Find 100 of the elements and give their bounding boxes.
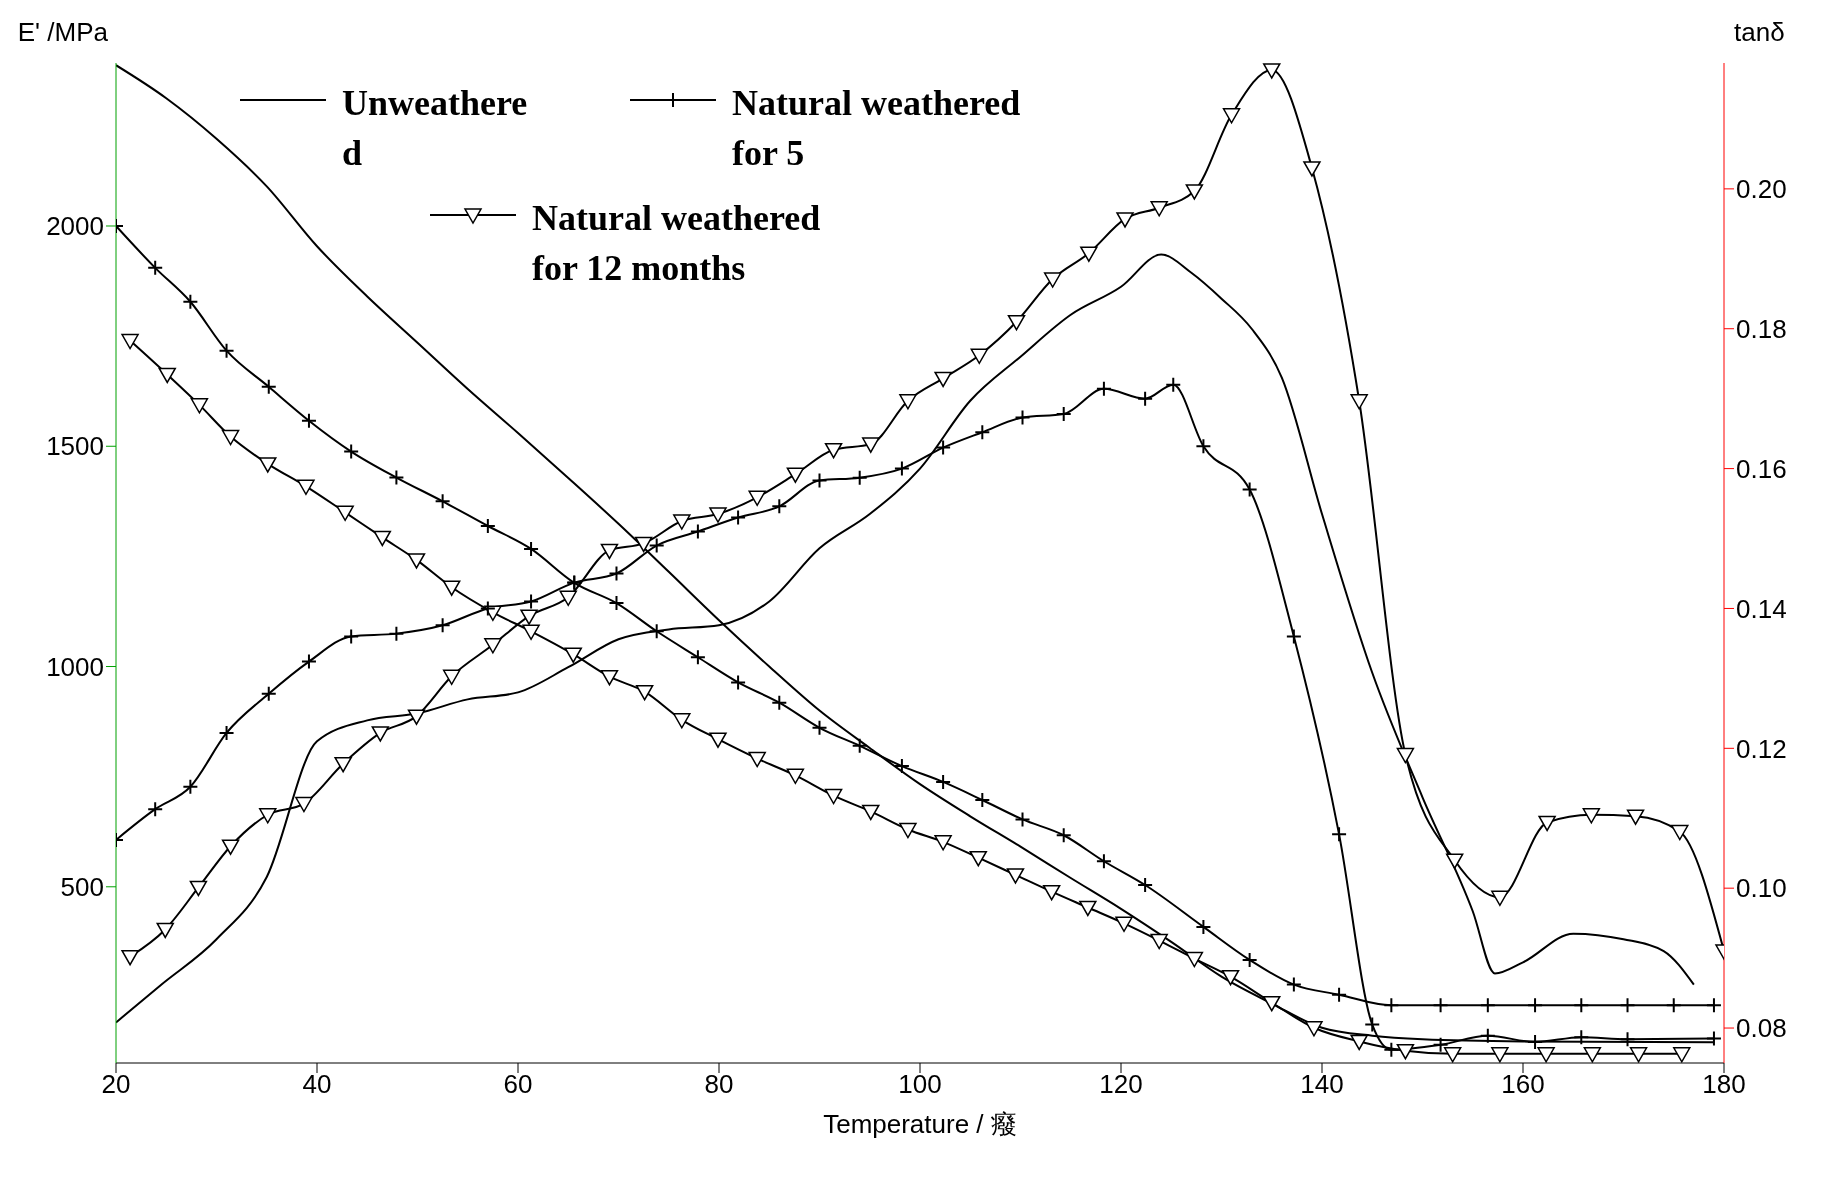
point	[811, 472, 828, 489]
point	[689, 649, 706, 666]
point	[1221, 969, 1240, 986]
x-tick-label: 60	[503, 1069, 533, 1100]
point	[1573, 997, 1590, 1014]
point	[334, 756, 352, 773]
point	[147, 801, 164, 818]
x-tick-label: 180	[1702, 1069, 1746, 1100]
point	[1538, 815, 1556, 832]
point	[648, 537, 665, 554]
point	[1583, 1047, 1602, 1063]
point	[974, 792, 991, 808]
point	[970, 348, 989, 365]
point	[295, 796, 313, 813]
y2-tick-label: 0.14	[1736, 593, 1787, 624]
point	[673, 713, 691, 729]
point	[1263, 63, 1281, 79]
legend-label: Unweathered	[342, 82, 529, 175]
point	[851, 737, 868, 754]
point	[1331, 986, 1348, 1003]
point	[974, 424, 991, 441]
point	[1619, 997, 1636, 1014]
point	[1116, 212, 1134, 228]
point	[520, 609, 538, 625]
point	[709, 507, 727, 523]
point	[1396, 1043, 1415, 1060]
point	[824, 442, 843, 459]
point	[893, 758, 910, 775]
point	[373, 530, 392, 547]
y-axis-title: E' /MPa	[17, 17, 109, 47]
point	[1537, 1047, 1555, 1063]
y2-tick-label: 0.08	[1736, 1013, 1787, 1044]
point	[1303, 161, 1321, 177]
point	[218, 724, 235, 741]
point	[1383, 997, 1400, 1014]
x-axis-title: Temperature / 癈	[823, 1109, 1017, 1139]
point	[1285, 976, 1302, 993]
y2-tick-label: 0.10	[1736, 873, 1787, 904]
point	[564, 647, 583, 663]
point	[600, 543, 619, 560]
point	[1014, 409, 1031, 426]
point	[969, 850, 988, 867]
point	[218, 342, 235, 359]
point	[1479, 997, 1496, 1014]
point	[771, 694, 788, 711]
x-tick-label: 160	[1501, 1069, 1545, 1100]
point	[343, 443, 360, 460]
point	[1671, 824, 1689, 841]
point	[748, 490, 766, 507]
point	[479, 600, 496, 617]
point	[259, 457, 277, 473]
point	[1582, 808, 1601, 824]
point	[559, 590, 577, 607]
point	[730, 674, 747, 691]
point	[407, 553, 426, 569]
point	[1007, 314, 1026, 331]
point	[407, 709, 426, 725]
point	[1665, 997, 1682, 1014]
point	[730, 509, 747, 526]
point	[1080, 246, 1098, 262]
point	[1222, 108, 1241, 124]
point	[1705, 997, 1722, 1014]
point	[1432, 997, 1449, 1014]
point	[851, 469, 868, 486]
point	[1350, 394, 1368, 410]
point	[673, 514, 691, 530]
point	[1185, 951, 1204, 968]
point	[484, 638, 502, 654]
point	[442, 669, 461, 686]
point	[1445, 853, 1464, 869]
point	[1383, 1041, 1400, 1058]
y2-tick-label: 0.18	[1736, 313, 1787, 344]
point	[259, 808, 277, 824]
point	[147, 259, 164, 276]
point	[1527, 1034, 1544, 1051]
point	[182, 293, 199, 310]
point	[1079, 900, 1097, 917]
point	[771, 498, 788, 515]
y2-axis-title: tanδ	[1734, 17, 1785, 47]
y-tick-label: 1000	[46, 651, 104, 682]
point	[434, 617, 451, 634]
point	[893, 460, 910, 477]
legend-label: Natural weathered for 12 months	[532, 197, 822, 290]
point	[1137, 877, 1154, 894]
point	[297, 479, 315, 496]
point	[1479, 1027, 1496, 1044]
point	[748, 751, 766, 768]
point	[1241, 481, 1258, 498]
point	[522, 624, 540, 641]
point	[1396, 747, 1415, 764]
point	[156, 922, 174, 939]
point	[634, 536, 653, 553]
x-tick-label: 20	[101, 1069, 131, 1100]
y2-tick-label: 0.12	[1736, 733, 1787, 764]
point	[1014, 811, 1031, 828]
point	[1095, 380, 1112, 397]
point	[121, 333, 139, 350]
point	[388, 625, 405, 642]
point	[1673, 1047, 1691, 1063]
point	[635, 684, 654, 701]
